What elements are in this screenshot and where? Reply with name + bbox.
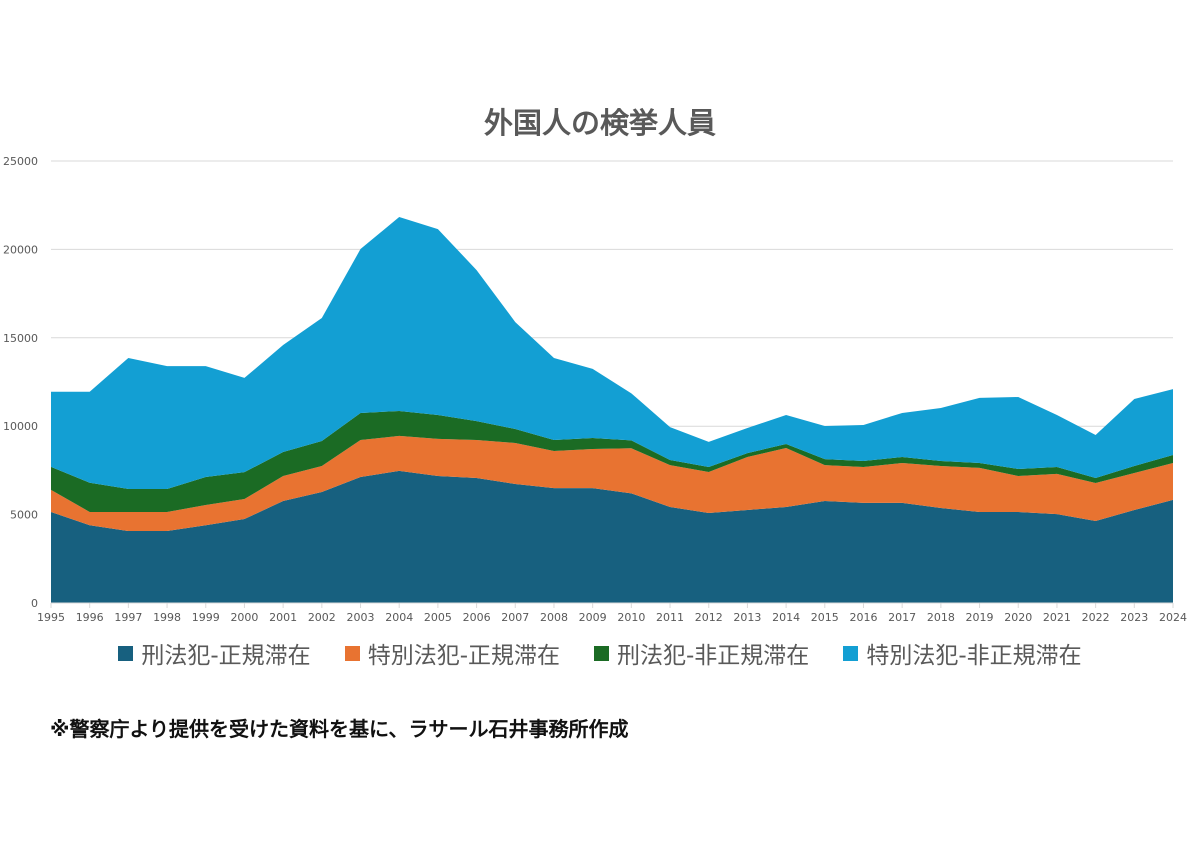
x-tick-label: 2020: [1004, 611, 1032, 624]
x-tick-label: 2000: [230, 611, 258, 624]
x-tick-label: 1999: [192, 611, 220, 624]
x-tick-label: 2021: [1043, 611, 1071, 624]
x-tick-label: 2018: [927, 611, 955, 624]
legend-item: 刑法犯-正規滞在: [118, 636, 311, 670]
x-tick-label: 1997: [114, 611, 142, 624]
legend-label: 刑法犯-非正規滞在: [617, 643, 810, 669]
legend-label: 刑法犯-正規滞在: [141, 643, 311, 669]
x-tick-label: 2014: [772, 611, 800, 624]
chart-title: 外国人の検挙人員: [483, 106, 716, 140]
legend-label: 特別法犯-正規滞在: [367, 643, 560, 669]
x-tick-label: 1996: [76, 611, 104, 624]
x-tick-label: 2004: [385, 611, 413, 624]
legend-swatch: [843, 645, 859, 661]
area-series-1: [51, 470, 1173, 603]
x-tick-label: 1998: [153, 611, 181, 624]
y-tick-label: 25000: [3, 155, 38, 168]
x-tick-label: 2016: [849, 611, 877, 624]
x-tick-label: 2003: [347, 611, 375, 624]
legend-swatch: [118, 645, 134, 661]
footnote: ※警察庁より提供を受けた資料を基に、ラサール石井事務所作成: [50, 717, 629, 741]
x-tick-label: 2002: [308, 611, 336, 624]
x-tick-label: 2022: [1082, 611, 1110, 624]
y-tick-label: 20000: [3, 243, 38, 256]
x-tick-label: 2011: [656, 611, 684, 624]
legend-item: 特別法犯-非正規滞在: [843, 636, 1082, 670]
legend: 刑法犯-正規滞在 特別法犯-正規滞在 刑法犯-非正規滞在 特別法犯-非正規滞在: [0, 636, 1200, 670]
y-tick-label: 10000: [3, 420, 38, 433]
x-tick-label: 2008: [540, 611, 568, 624]
x-tick-label: 2005: [424, 611, 452, 624]
legend-swatch: [344, 645, 360, 661]
x-tick-label: 2013: [733, 611, 761, 624]
x-tick-label: 2010: [617, 611, 645, 624]
x-tick-label: 2024: [1159, 611, 1187, 624]
legend-item: 刑法犯-非正規滞在: [594, 636, 809, 670]
y-tick-label: 15000: [3, 332, 38, 345]
y-tick-label: 0: [31, 597, 38, 610]
x-tick-label: 2023: [1120, 611, 1148, 624]
x-tick-label: 1995: [37, 611, 65, 624]
legend-label: 特別法犯-非正規滞在: [866, 643, 1082, 669]
x-tick-label: 2015: [811, 611, 839, 624]
x-tick-label: 2006: [463, 611, 491, 624]
x-tick-label: 2007: [501, 611, 529, 624]
legend-item: 特別法犯-正規滞在: [344, 636, 560, 670]
area-series-2: [51, 435, 1173, 532]
x-tick-label: 2019: [966, 611, 994, 624]
x-tick-label: 2009: [579, 611, 607, 624]
legend-swatch: [594, 645, 609, 661]
x-tick-label: 2012: [695, 611, 723, 624]
area-series-3: [51, 410, 1173, 512]
x-tick-label: 2001: [269, 611, 297, 624]
x-tick-label: 2017: [888, 611, 916, 624]
area-series-4: [51, 217, 1173, 489]
y-tick-label: 5000: [10, 509, 38, 522]
